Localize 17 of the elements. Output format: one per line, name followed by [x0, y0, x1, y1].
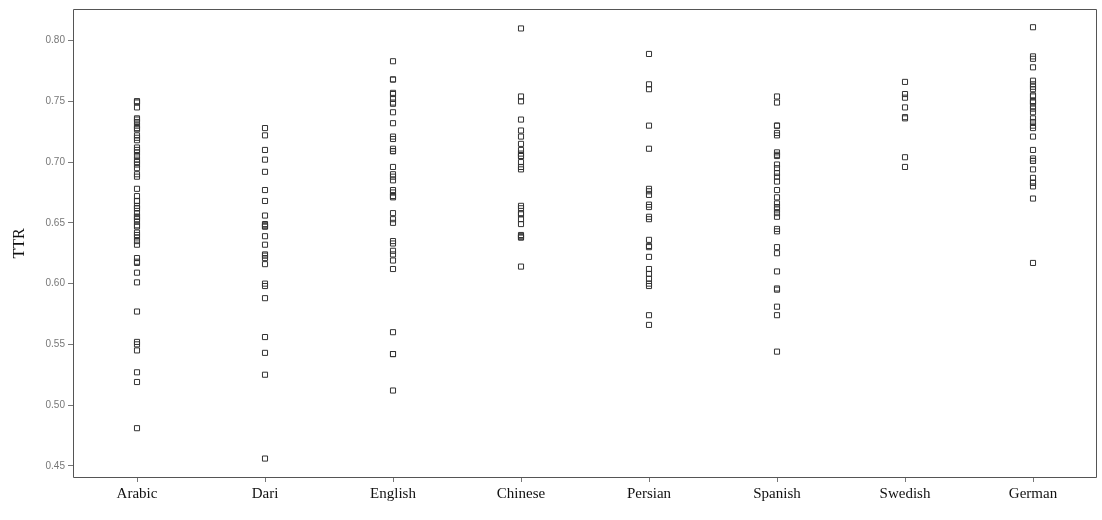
x-tick-label: Persian	[626, 484, 672, 501]
y-tick-label: 0.70	[45, 155, 66, 167]
x-tick-label: Chinese	[496, 484, 546, 501]
x-tick-label: Arabic	[116, 484, 158, 501]
y-axis-title: TTR	[9, 228, 27, 259]
y-tick-label: 0.55	[45, 338, 66, 350]
x-tick-label: Dari	[251, 484, 279, 501]
y-tick-label: 0.75	[45, 95, 66, 107]
y-tick-label: 0.65	[45, 216, 66, 228]
x-tick-label: Spanish	[753, 484, 802, 501]
x-tick-label: English	[370, 484, 417, 501]
y-tick-label: 0.80	[45, 34, 66, 46]
y-tick-label: 0.45	[45, 459, 66, 471]
y-tick-label: 0.50	[45, 398, 66, 410]
x-tick-label: German	[1008, 484, 1058, 501]
x-tick-label: Swedish	[879, 484, 931, 501]
y-tick-label: 0.60	[45, 277, 66, 289]
